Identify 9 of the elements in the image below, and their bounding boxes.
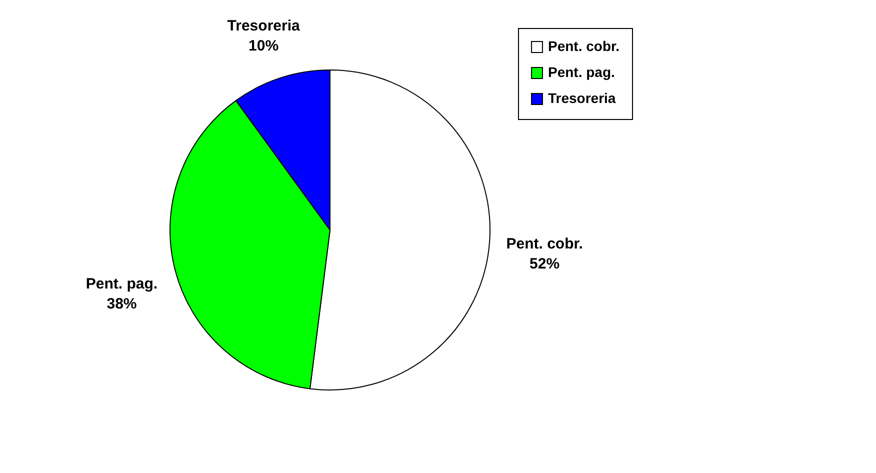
data-label: 10% bbox=[248, 38, 279, 55]
data-label: 52% bbox=[530, 256, 560, 272]
data-label: 38% bbox=[106, 295, 137, 312]
slice-label: Pent. cobr. bbox=[506, 236, 583, 252]
legend-label: Pent. pag. bbox=[548, 64, 615, 80]
legend-label: Pent. cobr. bbox=[548, 38, 620, 54]
legend-label: Tresoreria bbox=[548, 90, 616, 106]
slice-label: Pent. pag. bbox=[86, 275, 158, 292]
slice-label: Tresoreria bbox=[227, 18, 300, 35]
